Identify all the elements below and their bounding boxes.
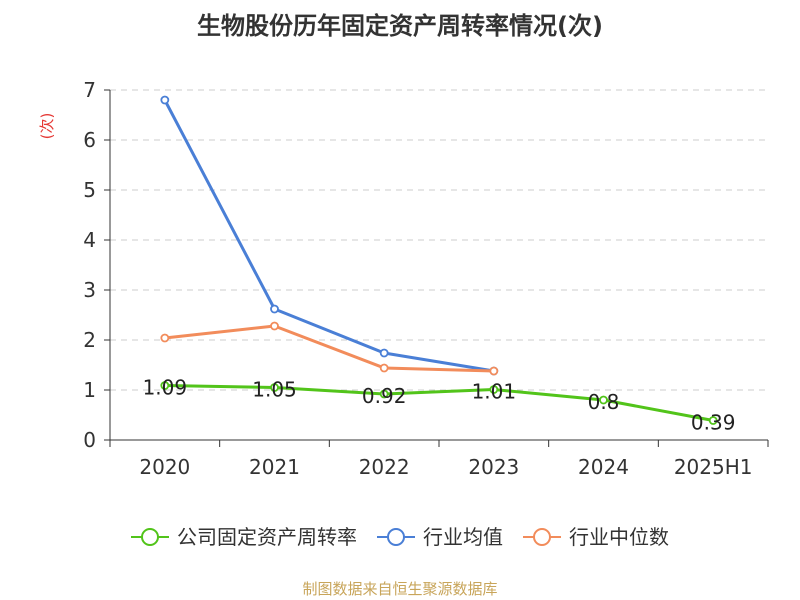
legend-marker-2 (533, 528, 551, 546)
y-tick-label: 6 (83, 128, 96, 152)
series-layer (160, 95, 718, 425)
data-label: 1.01 (472, 380, 517, 404)
chart-title: 生物股份历年固定资产周转率情况(次) (197, 12, 603, 40)
legend-marker-0 (141, 528, 159, 546)
x-tick-label: 2023 (468, 455, 519, 479)
data-label: 0.8 (588, 390, 620, 414)
series-line-0 (164, 384, 714, 422)
series-line-1 (163, 99, 495, 373)
legend-marker-1 (387, 528, 405, 546)
data-label: 0.39 (691, 411, 736, 435)
x-tick-labels: 2020 2021 2022 2023 2024 2025H1 (139, 455, 752, 479)
y-tick-label: 5 (83, 178, 96, 202)
data-point (489, 366, 499, 376)
data-label: 0.92 (362, 384, 407, 408)
series-line-2 (164, 324, 494, 373)
y-tick-label: 4 (83, 228, 96, 252)
y-tick-label: 3 (83, 278, 96, 302)
y-tick-label: 7 (83, 78, 96, 102)
legend: 公司固定资产周转率 行业均值 行业中位数 (131, 525, 669, 549)
data-label: 1.05 (252, 378, 297, 402)
axes (109, 90, 769, 447)
legend-label: 行业中位数 (569, 525, 669, 549)
y-tick-label: 2 (83, 328, 96, 352)
legend-label: 公司固定资产周转率 (177, 525, 357, 549)
x-tick-label: 2024 (578, 455, 629, 479)
data-point (379, 389, 389, 399)
x-tick-label: 2022 (359, 455, 410, 479)
data-point (379, 363, 389, 373)
data-point (379, 348, 389, 358)
x-tick-label: 2025H1 (674, 455, 753, 479)
data-point (160, 333, 170, 343)
data-point (599, 395, 608, 405)
y-tick-label: 1 (83, 378, 96, 402)
y-tick-labels: 0 1 2 3 4 5 6 7 (83, 78, 96, 452)
x-tick-label: 2021 (249, 455, 300, 479)
data-point (160, 95, 170, 105)
data-point (270, 383, 279, 392)
data-point (160, 381, 170, 390)
data-point (708, 416, 718, 425)
data-point (270, 321, 279, 331)
y-axis-label: (次) (38, 113, 56, 140)
grid-lines (104, 89, 768, 441)
data-point (489, 385, 499, 394)
x-tick-label: 2020 (139, 455, 190, 479)
y-tick-label: 0 (83, 428, 96, 452)
data-point (270, 304, 279, 314)
source-note: 制图数据来自恒生聚源数据库 (302, 580, 498, 598)
data-labels: 1.09 1.05 0.92 1.01 0.8 0.39 (143, 376, 736, 435)
data-label: 1.09 (143, 376, 188, 400)
legend-label: 行业均值 (423, 525, 503, 549)
